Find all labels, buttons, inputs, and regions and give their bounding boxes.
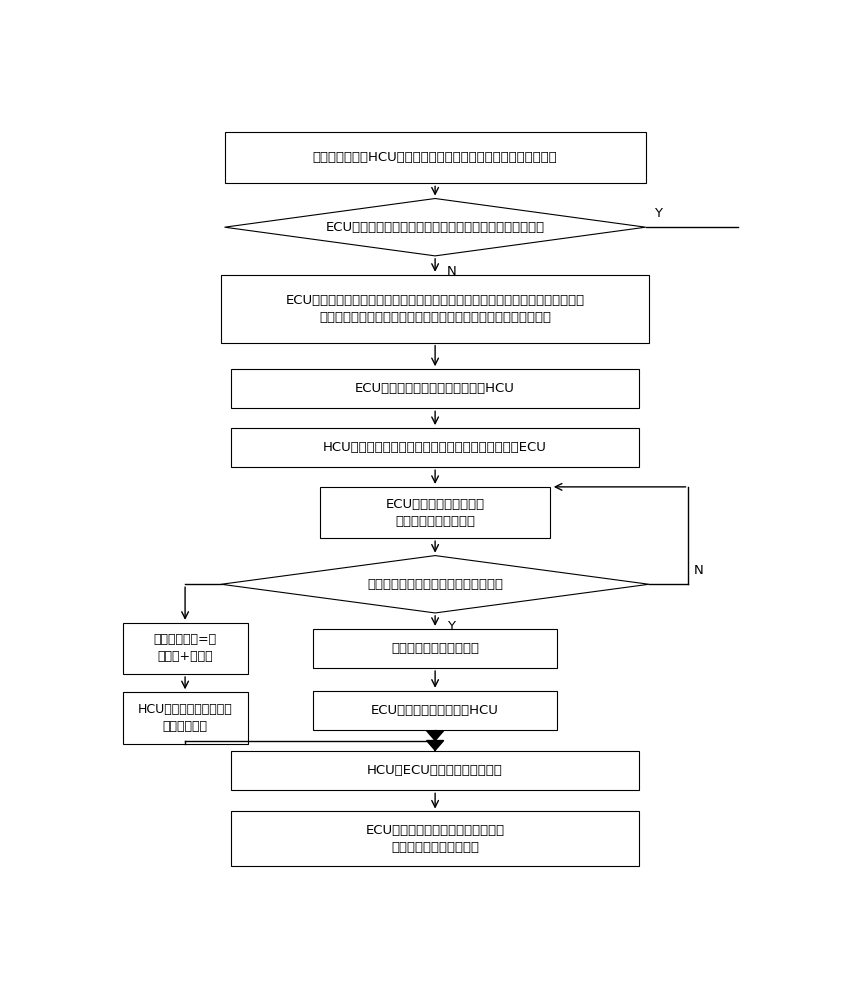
FancyBboxPatch shape [122, 692, 248, 744]
Text: HCU在等待时间内未收到
预热完成标志: HCU在等待时间内未收到 预热完成标志 [138, 703, 233, 733]
Text: 电池电量减少，HCU发出串联模式转换请求，需要进行发动机预热: 电池电量减少，HCU发出串联模式转换请求，需要进行发动机预热 [312, 151, 558, 164]
Text: N: N [694, 564, 704, 577]
FancyBboxPatch shape [122, 623, 248, 674]
FancyBboxPatch shape [224, 132, 646, 183]
Polygon shape [426, 741, 444, 750]
Text: 已经预热的时间大于或等于预热时间？: 已经预热的时间大于或等于预热时间？ [367, 578, 503, 591]
Text: HCU向ECU发送启动发动机请求: HCU向ECU发送启动发动机请求 [367, 764, 503, 777]
Text: ECU控制发动机进行预热
并记录已经预热的时间: ECU控制发动机进行预热 并记录已经预热的时间 [385, 498, 485, 528]
FancyBboxPatch shape [231, 751, 639, 790]
Text: Y: Y [447, 620, 455, 634]
FancyBboxPatch shape [231, 369, 639, 408]
Text: HCU根据预热时间推迟模式切换，并发送预热允许至ECU: HCU根据预热时间推迟模式切换，并发送预热允许至ECU [323, 441, 547, 454]
Text: ECU将预热请求和预热时间发送至HCU: ECU将预热请求和预热时间发送至HCU [355, 382, 515, 395]
FancyBboxPatch shape [313, 691, 557, 730]
Text: 设定等待时间=预
热时间+冗余值: 设定等待时间=预 热时间+冗余值 [154, 633, 216, 663]
FancyBboxPatch shape [313, 629, 557, 668]
FancyBboxPatch shape [231, 811, 639, 866]
FancyBboxPatch shape [231, 428, 639, 467]
Polygon shape [426, 731, 444, 741]
Text: N: N [447, 265, 457, 278]
Polygon shape [222, 556, 649, 613]
Text: ECU控制发动机启动，工作模式由纯
电动模式切换到并联模式: ECU控制发动机启动，工作模式由纯 电动模式切换到并联模式 [366, 824, 504, 854]
Text: Y: Y [654, 207, 661, 220]
Text: ECU接收模式切换请求，判断发动机预热系统是否存在故障: ECU接收模式切换请求，判断发动机预热系统是否存在故障 [325, 221, 545, 234]
Text: ECU根据电池电压查表获取第一预热时间，根据发动机水温和大气压力查表获取第
二预热时间，并将两者进行比较，取两者中的较小者作为预热时间: ECU根据电池电压查表获取第一预热时间，根据发动机水温和大气压力查表获取第 二预… [285, 294, 585, 324]
FancyBboxPatch shape [222, 275, 649, 343]
Text: 表明达到规定的预热时间: 表明达到规定的预热时间 [391, 642, 479, 655]
Polygon shape [224, 199, 646, 256]
FancyBboxPatch shape [320, 487, 550, 538]
Text: ECU发送预热完成标志至HCU: ECU发送预热完成标志至HCU [371, 704, 499, 717]
